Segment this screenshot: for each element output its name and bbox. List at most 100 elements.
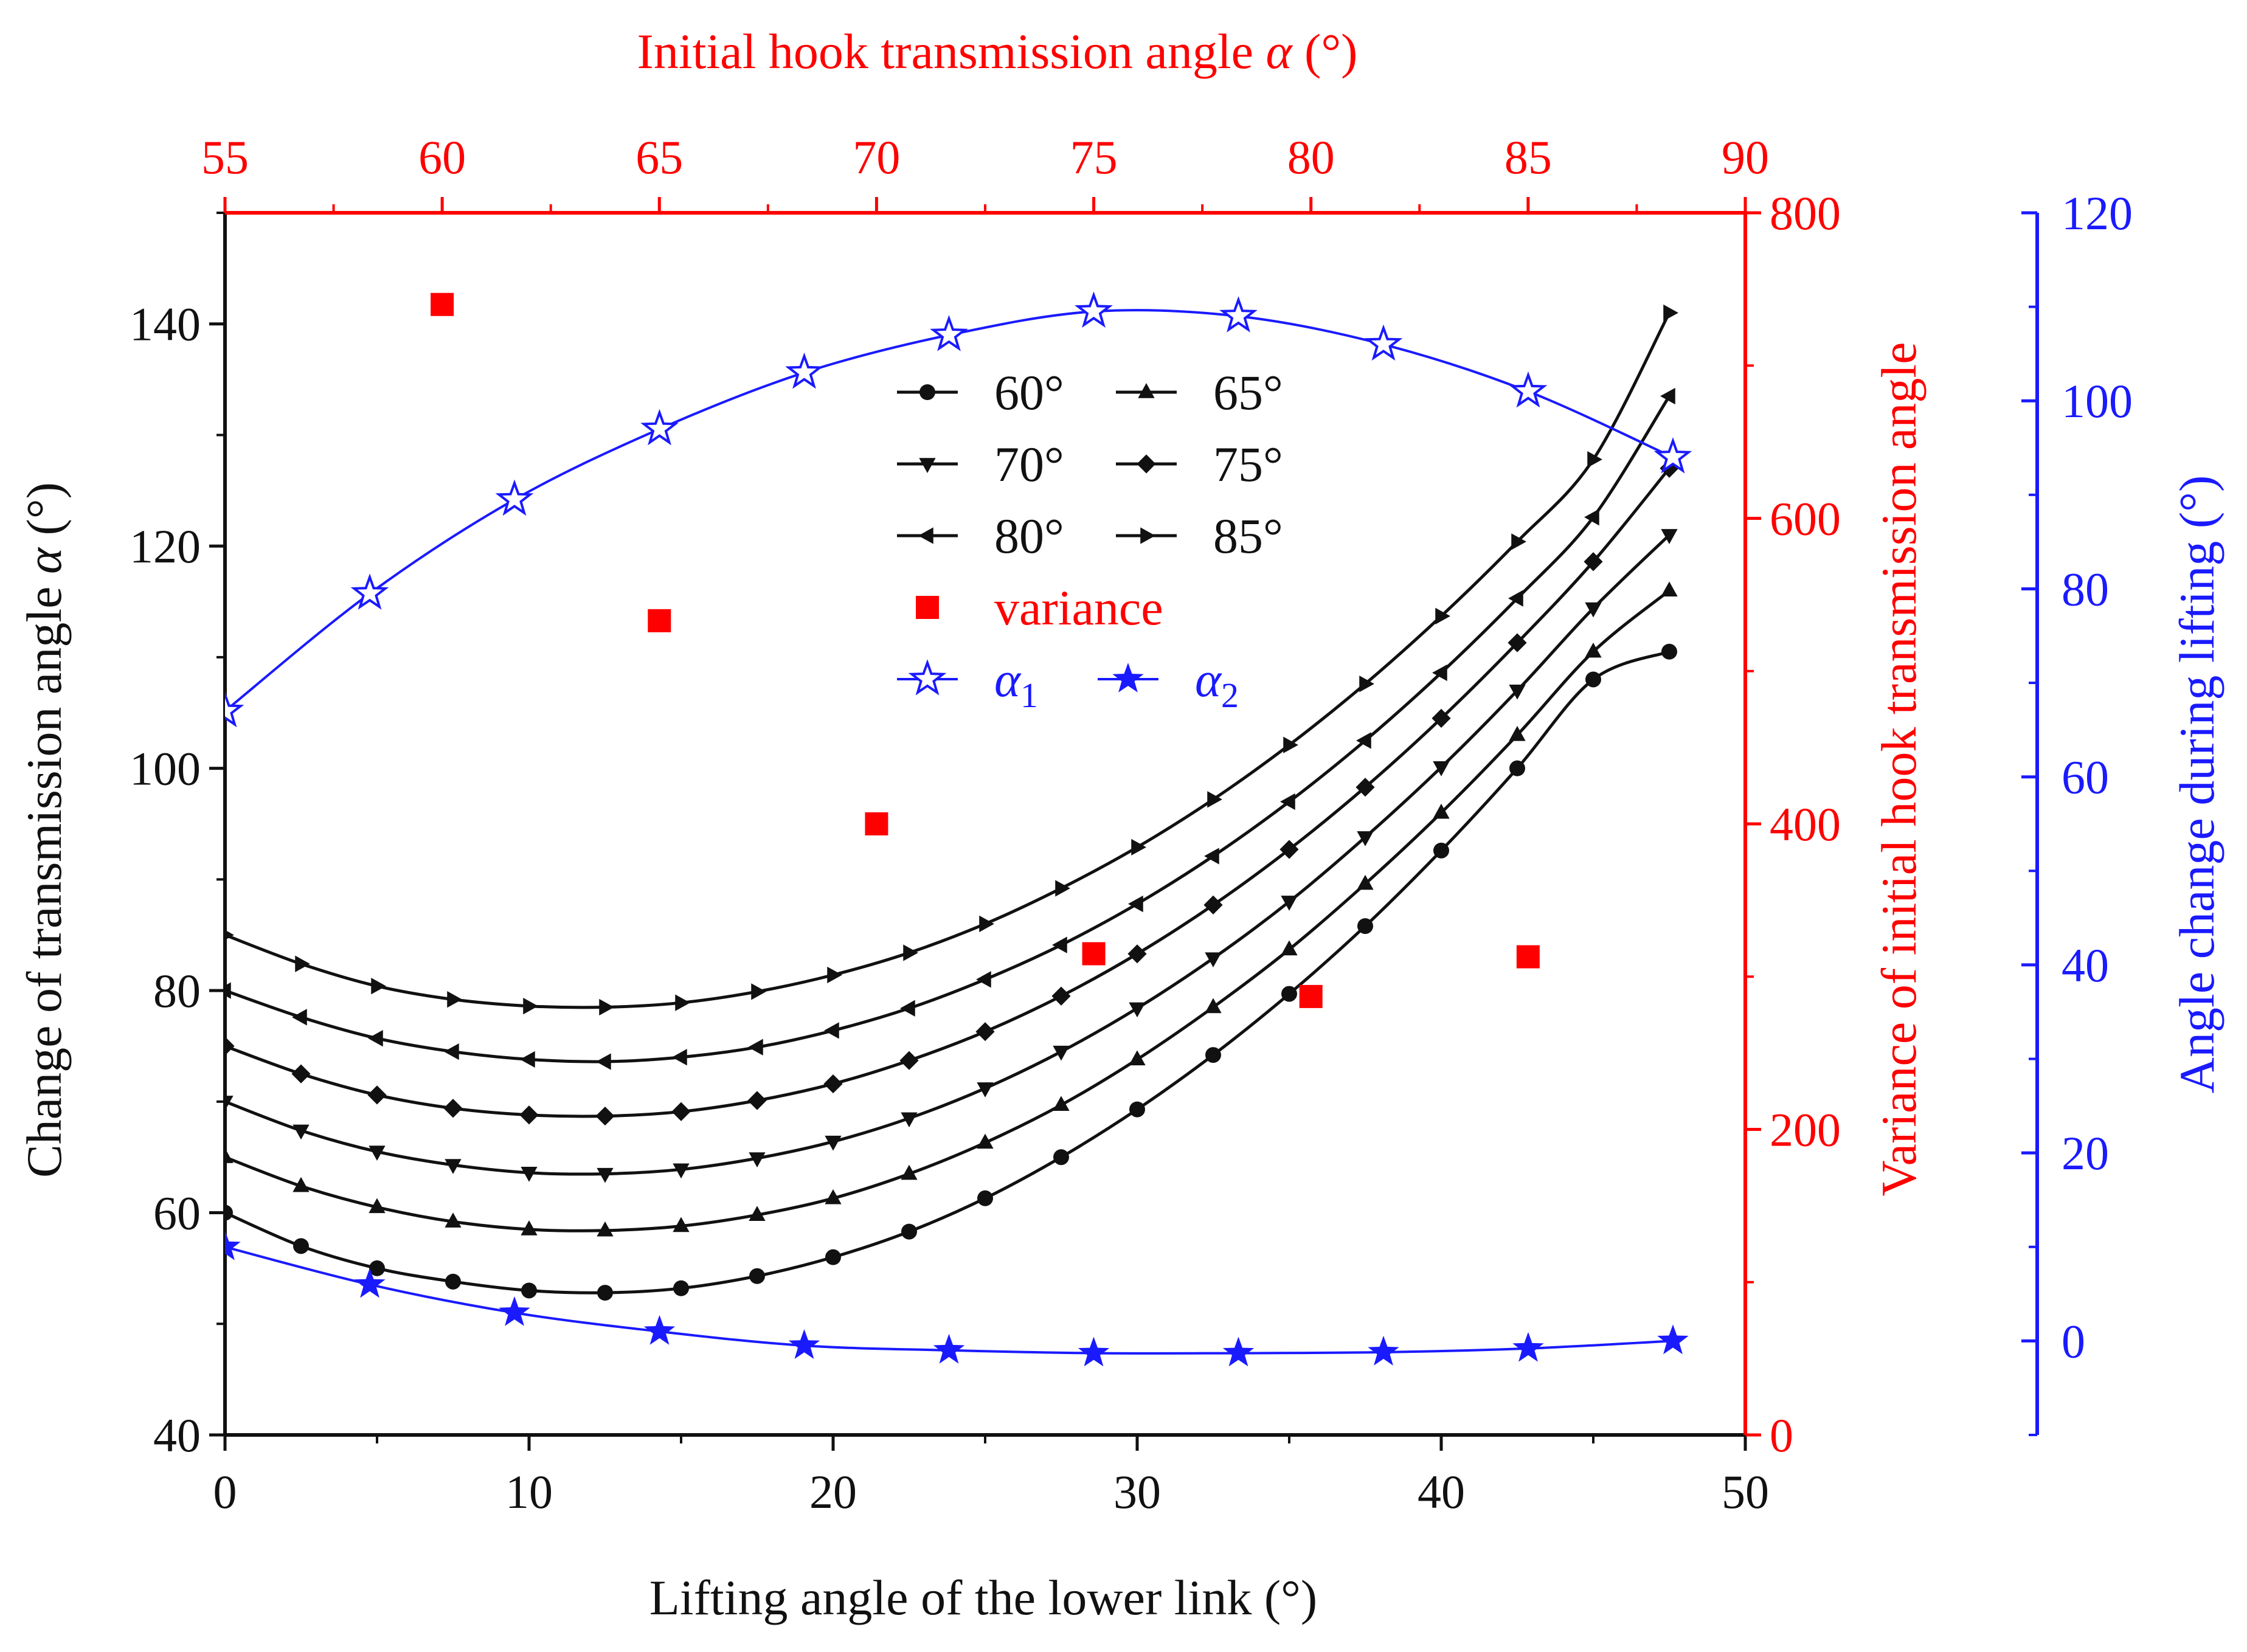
legend-label: 85°: [1213, 508, 1283, 564]
data-point: [499, 1296, 530, 1326]
legend-label: α1: [994, 652, 1038, 715]
data-point: [1219, 296, 1258, 333]
data-point: [1204, 848, 1219, 865]
legend-item-α2: α2: [1098, 652, 1239, 715]
data-point: [825, 1189, 842, 1204]
legend-item-65°: 65°: [1116, 365, 1283, 420]
data-point: [673, 1280, 689, 1296]
data-point: [673, 1217, 690, 1232]
y2-tick-label: 200: [1770, 1104, 1841, 1156]
data-point: [1055, 880, 1070, 897]
x-tick-label: 40: [1418, 1465, 1465, 1518]
data-point: [977, 1133, 994, 1149]
data-point: [599, 998, 614, 1016]
data-point: [1364, 324, 1403, 361]
data-point: [354, 1268, 386, 1298]
x2-tick-label: 75: [1070, 131, 1118, 184]
legend-item-60°: 60°: [897, 365, 1064, 420]
legend-item-75°: 75°: [1116, 437, 1283, 492]
data-point: [930, 315, 968, 351]
data-point: [295, 955, 310, 972]
data-point: [367, 1085, 387, 1105]
data-point: [1299, 984, 1323, 1008]
series-65°: [225, 581, 1678, 1237]
data-point: [901, 1112, 918, 1128]
legend-marker: [908, 659, 947, 696]
x-tick-label: 30: [1113, 1465, 1161, 1518]
series-75°: [225, 458, 1679, 1126]
data-point: [1368, 1335, 1399, 1366]
data-point: [673, 1163, 690, 1179]
legend-item-80°: 80°: [897, 508, 1064, 564]
y-tick-label: 40: [153, 1409, 201, 1462]
legend-marker: [1137, 454, 1156, 474]
y3-tick-label: 20: [2062, 1127, 2109, 1180]
data-point: [671, 1102, 691, 1121]
y3-axis-title: Angle change during lifting (°): [2169, 475, 2224, 1094]
data-point: [1129, 1050, 1146, 1066]
data-point: [825, 1249, 841, 1265]
data-point: [523, 998, 538, 1015]
data-point: [520, 1051, 535, 1068]
data-point: [293, 1124, 310, 1140]
y3-tick-label: 0: [2062, 1315, 2085, 1367]
series-60°: [225, 643, 1677, 1301]
legend-label: α2: [1195, 652, 1239, 715]
y-tick-label: 80: [153, 964, 201, 1017]
data-point: [445, 1212, 462, 1228]
data-point: [1653, 437, 1692, 474]
data-point: [1508, 590, 1523, 607]
legend-label: 65°: [1213, 365, 1283, 420]
legend-marker: [919, 458, 936, 473]
y-tick-label: 60: [153, 1187, 201, 1240]
x2-tick-label: 85: [1504, 131, 1552, 184]
y2-tick-label: 800: [1770, 187, 1841, 240]
data-point: [1053, 1096, 1070, 1111]
x2-tick-label: 80: [1287, 131, 1335, 184]
series-variance: [431, 292, 1540, 1008]
data-point: [751, 983, 766, 1000]
series-line: [225, 534, 1671, 1176]
data-point: [443, 1099, 463, 1118]
data-point: [519, 1105, 539, 1125]
data-point: [597, 1167, 614, 1183]
series-85°: [225, 304, 1678, 1016]
data-point: [1205, 998, 1222, 1014]
legend-marker: [916, 596, 939, 619]
data-point: [1281, 896, 1298, 911]
x2-tick-label: 65: [635, 131, 683, 184]
legend-label: 75°: [1213, 437, 1283, 492]
y3-tick-label: 100: [2062, 375, 2133, 427]
data-point: [865, 812, 888, 835]
data-point: [824, 1022, 839, 1039]
x-tick-label: 0: [213, 1465, 237, 1518]
data-point: [1053, 1045, 1070, 1061]
legend-item-85°: 85°: [1116, 508, 1283, 564]
data-point: [225, 691, 244, 728]
data-point: [823, 1074, 843, 1094]
data-point: [1052, 936, 1067, 953]
data-point: [1222, 1336, 1255, 1367]
y2-tick-label: 600: [1770, 492, 1841, 545]
data-point: [748, 1039, 763, 1056]
data-point: [1661, 529, 1678, 544]
legend-label: variance: [994, 580, 1163, 635]
data-point: [1203, 895, 1223, 914]
data-point: [1356, 732, 1371, 749]
data-point: [1509, 371, 1548, 408]
data-point: [521, 1167, 538, 1182]
data-point: [1355, 778, 1375, 797]
y-axis-title: Change of transmission angle α (°): [16, 482, 72, 1178]
y2-tick-label: 0: [1770, 1409, 1793, 1462]
data-point: [900, 1000, 915, 1017]
x-tick-label: 20: [809, 1465, 857, 1518]
x-axis-title: Lifting angle of the lower link (°): [649, 1570, 1317, 1625]
data-point: [1512, 1332, 1544, 1362]
data-point: [225, 1204, 233, 1221]
data-point: [1435, 607, 1450, 624]
legend-marker: [1112, 663, 1144, 693]
series-line: [225, 309, 1674, 713]
legend-item-70°: 70°: [897, 437, 1064, 492]
data-point: [225, 982, 231, 999]
